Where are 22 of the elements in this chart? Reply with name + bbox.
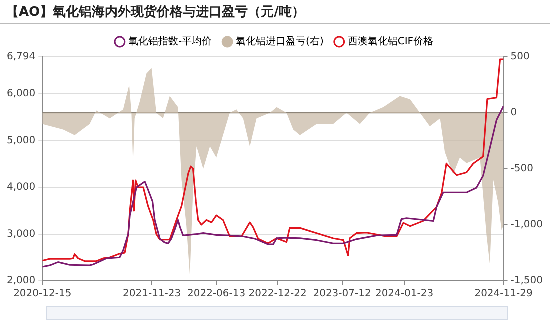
x-tick-label: 2024-01-23: [375, 288, 434, 300]
legend-label: 氧化铝指数-平均价: [128, 36, 212, 48]
y-tick-label: 4,000: [6, 182, 36, 194]
y-tick-label: 6,794: [6, 52, 36, 63]
y2-tick-label: -500: [510, 164, 534, 175]
y2-tick-label: -1,500: [510, 276, 544, 287]
x-tick-label: 2024-11-29: [474, 288, 533, 300]
y2-tick-label: -1,000: [510, 220, 544, 231]
y2-tick-label: 500: [510, 52, 530, 63]
x-tick-label: 2021-11-23: [123, 288, 182, 300]
x-tick-label: 2022-12-22: [248, 288, 307, 300]
legend-label: 氧化铝进口盈亏(右): [236, 36, 324, 48]
y-tick-label: 2,000: [6, 276, 36, 287]
chart-title: 【AO】氧化铝海内外现货价格与进口盈亏（元/吨）: [6, 4, 305, 21]
y2-tick-label: 0: [510, 108, 518, 119]
x-tick-label: 2023-07-12: [313, 288, 372, 300]
y-tick-label: 6,000: [6, 88, 36, 100]
x-tick-label: 2022-06-13: [187, 288, 246, 300]
x-tick-label: 2020-12-15: [14, 288, 72, 300]
legend-label: 西澳氧化铝CIF价格: [348, 36, 434, 48]
y-tick-label: 3,000: [6, 228, 36, 240]
y-tick-label: 5,000: [6, 135, 36, 146]
